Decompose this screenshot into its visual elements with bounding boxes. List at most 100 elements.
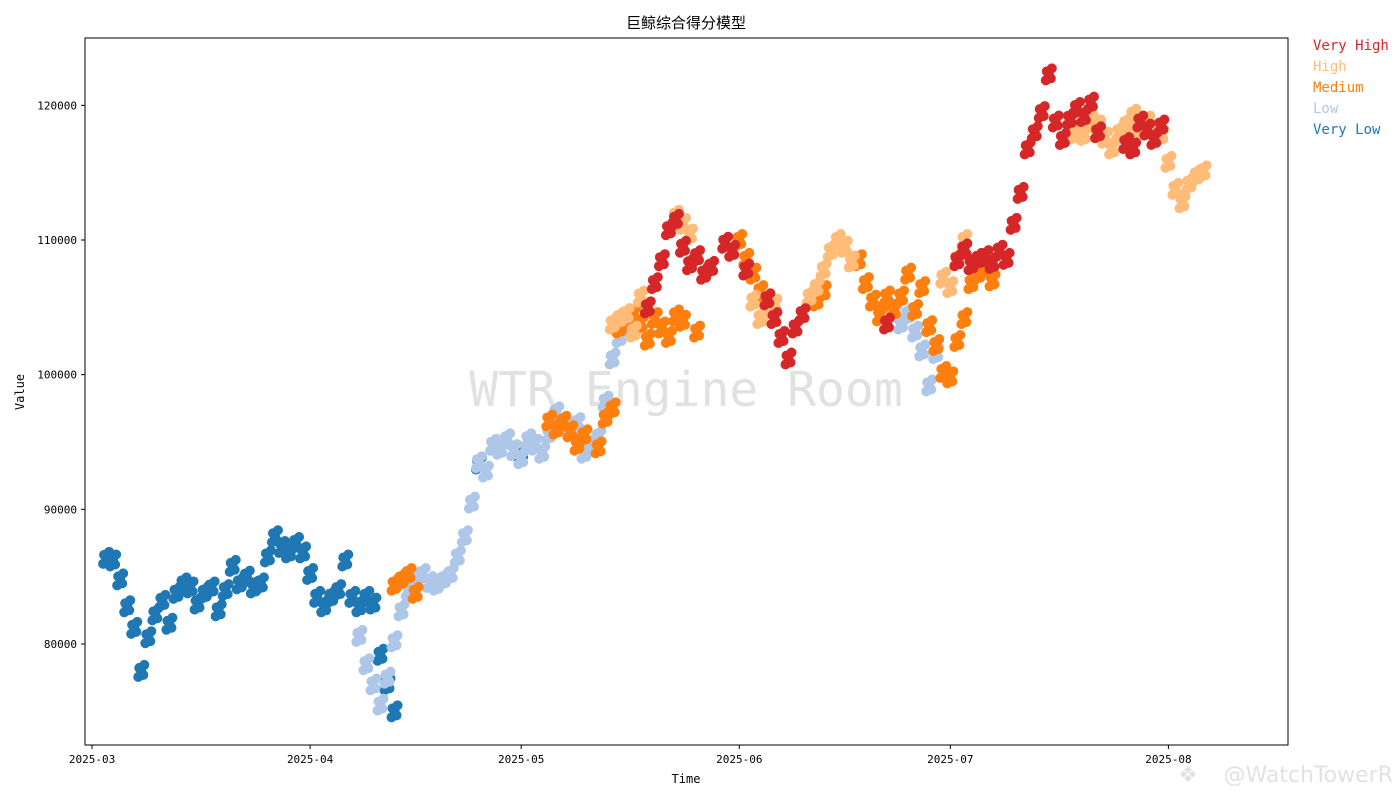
data-point (461, 535, 472, 546)
data-point (264, 555, 275, 566)
data-point (518, 457, 529, 468)
data-point (919, 349, 930, 360)
data-point (187, 586, 198, 597)
data-point (954, 259, 965, 270)
data-point (1109, 147, 1120, 158)
data-point (398, 609, 409, 620)
y-tick-label: 120000 (37, 99, 77, 112)
data-point (110, 559, 121, 570)
y-tick-label: 80000 (44, 638, 77, 651)
data-point (1059, 138, 1070, 148)
data-point (989, 279, 1000, 290)
data-point (750, 299, 761, 310)
data-point (919, 286, 930, 297)
data-point (799, 313, 810, 324)
data-point (869, 299, 880, 310)
data-point (1200, 170, 1211, 181)
data-point (785, 357, 796, 368)
data-point (609, 357, 620, 368)
x-tick-label: 2025-08 (1145, 753, 1191, 766)
data-point (792, 326, 803, 337)
x-tick-label: 2025-03 (69, 753, 115, 766)
data-point (1038, 111, 1049, 122)
data-point (912, 330, 923, 341)
y-axis: 80000 90000 100000 110000 120000 (37, 99, 85, 651)
x-tick-label: 2025-07 (927, 753, 973, 766)
legend-entry: Very High (1313, 38, 1389, 54)
data-point (1010, 222, 1021, 233)
data-point (898, 295, 909, 306)
data-point (672, 218, 683, 229)
data-point (483, 470, 493, 481)
x-tick-label: 2025-04 (287, 753, 334, 766)
data-point (1088, 101, 1099, 112)
data-point (117, 578, 128, 589)
data-point (384, 676, 395, 687)
data-point (468, 501, 479, 512)
data-point (194, 602, 205, 613)
data-point (363, 663, 374, 674)
data-point (222, 589, 233, 600)
y-axis-label: Value (13, 374, 27, 410)
data-point (665, 335, 676, 346)
data-point (412, 591, 423, 602)
data-point (694, 330, 705, 341)
data-point (630, 330, 641, 341)
data-point (820, 268, 831, 279)
data-point (884, 322, 894, 333)
data-point (145, 636, 156, 647)
data-point (954, 340, 965, 350)
y-tick-label: 100000 (37, 369, 77, 382)
data-point (1003, 257, 1014, 268)
data-point (229, 564, 240, 575)
legend: Very High High Medium Low Very Low (1313, 38, 1389, 138)
data-point (933, 344, 944, 355)
data-point (405, 572, 416, 583)
y-tick-label: 90000 (44, 503, 77, 516)
diamond-logo-icon: ❖ (1178, 763, 1198, 788)
data-point (1066, 117, 1077, 128)
data-points (98, 63, 1212, 723)
data-point (743, 268, 754, 279)
data-point (300, 551, 311, 562)
data-point (159, 599, 170, 610)
data-point (764, 298, 775, 309)
data-point (356, 634, 367, 645)
plot-area (84, 37, 1289, 746)
data-point (1080, 133, 1091, 144)
data-point (1080, 115, 1091, 126)
data-point (377, 703, 388, 714)
data-point (679, 319, 690, 330)
data-point (1095, 131, 1106, 142)
data-point (307, 572, 318, 583)
data-point (124, 605, 135, 616)
data-point (841, 245, 852, 256)
data-point (729, 249, 740, 260)
data-point (679, 245, 690, 256)
data-point (778, 335, 789, 346)
data-point (989, 261, 1000, 272)
x-axis: 2025-03 2025-04 2025-05 2025-06 2025-07 2025-… (69, 745, 1192, 766)
data-point (1024, 147, 1035, 158)
legend-entry: Low (1313, 101, 1339, 117)
data-point (1045, 73, 1056, 84)
data-point (961, 248, 972, 259)
chart-title: 巨鲸综合得分模型 (626, 14, 746, 32)
data-point (926, 325, 937, 336)
legend-entry: High (1313, 59, 1347, 75)
data-point (335, 589, 346, 600)
data-point (708, 265, 719, 276)
data-point (616, 335, 627, 346)
data-point (644, 306, 655, 317)
data-point (131, 626, 142, 637)
watermark: WTR Engine Room (469, 362, 902, 418)
data-point (644, 338, 655, 349)
data-point (609, 407, 620, 418)
data-point (651, 282, 662, 293)
data-point (912, 309, 923, 320)
data-point (623, 313, 634, 324)
data-point (1031, 131, 1042, 142)
data-point (771, 317, 782, 328)
x-tick-label: 2025-05 (498, 753, 544, 766)
